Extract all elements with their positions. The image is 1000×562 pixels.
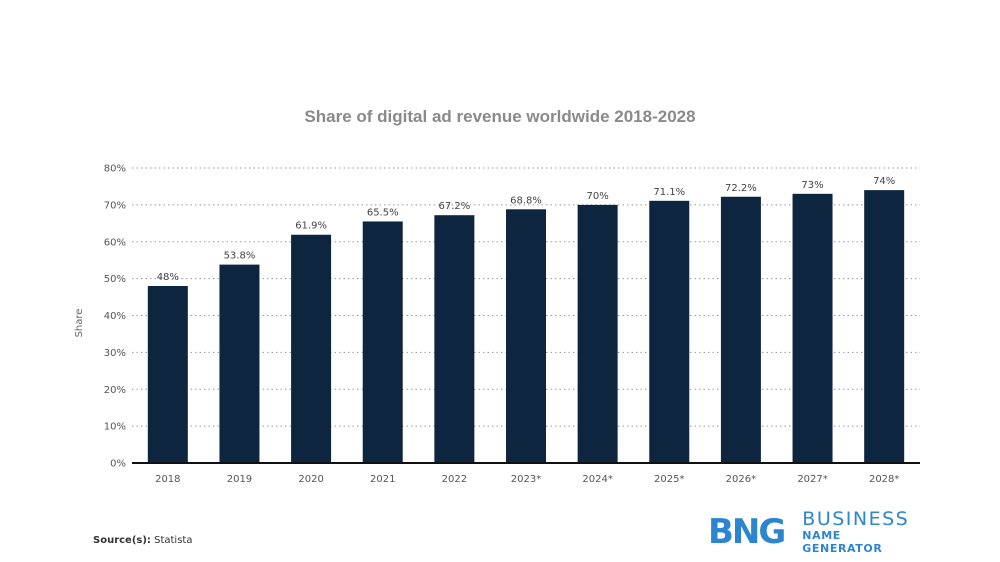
x-tick-label: 2022 xyxy=(442,474,467,485)
y-tick-label: 80% xyxy=(104,164,126,175)
data-label: 71.1% xyxy=(653,187,685,198)
y-tick-label: 30% xyxy=(104,348,126,359)
y-tick-label: 60% xyxy=(104,237,126,248)
y-tick-label: 70% xyxy=(104,200,126,211)
data-label: 72.2% xyxy=(725,183,757,194)
x-tick-label: 2028* xyxy=(869,474,899,485)
x-tick-label: 2027* xyxy=(797,474,827,485)
logo-wordmark: BUSINESS NAME GENERATOR xyxy=(802,509,909,555)
y-tick-label: 0% xyxy=(110,459,126,470)
y-tick-label: 20% xyxy=(104,385,126,396)
y-axis-label: Share xyxy=(74,309,85,338)
bar-2026-projected xyxy=(720,196,761,463)
logo-line-business: BUSINESS xyxy=(802,508,910,530)
y-tick-label: 50% xyxy=(104,274,126,285)
data-label: 65.5% xyxy=(367,207,399,218)
x-tick-label: 2026* xyxy=(726,474,756,485)
gridlines: 0% 10% 20% 30% 40% 50% 60% 70% 80% xyxy=(104,164,920,470)
y-tick-label: 10% xyxy=(104,422,126,433)
x-tick-label: 2021 xyxy=(370,474,395,485)
source-note: Source(s): Statista xyxy=(93,535,192,546)
data-label: 73% xyxy=(801,180,823,191)
x-tick-label: 2020 xyxy=(298,474,323,485)
data-label: 70% xyxy=(587,191,609,202)
bar-2027-projected xyxy=(792,193,833,463)
data-label: 48% xyxy=(157,272,179,283)
bar-2025-projected xyxy=(649,200,690,463)
data-label: 74% xyxy=(873,176,895,187)
bar-2023-projected xyxy=(506,209,546,463)
logo-line-name-generator: NAME GENERATOR xyxy=(802,529,883,555)
bar-2018 xyxy=(147,286,188,463)
bng-logo: BNG BUSINESS NAME GENERATOR xyxy=(708,509,909,555)
bar-2020 xyxy=(291,234,332,463)
data-labels: 48% 53.8% 61.9% 65.5% 67.2% 68.8% 70% 71.1% 72.2… xyxy=(157,176,896,283)
data-label: 53.8% xyxy=(224,251,256,262)
chart-title: Share of digital ad revenue worldwide 20… xyxy=(304,107,695,126)
x-tick-label: 2024* xyxy=(582,474,612,485)
y-tick-label: 40% xyxy=(104,311,126,322)
x-tick-label: 2025* xyxy=(654,474,684,485)
x-tick-label: 2018 xyxy=(155,474,180,485)
bar-2028-projected xyxy=(864,190,905,463)
bar-2022 xyxy=(434,215,475,463)
x-tick-label: 2019 xyxy=(227,474,252,485)
bars xyxy=(147,190,905,463)
bar-2024-projected xyxy=(577,204,618,463)
data-label: 61.9% xyxy=(295,221,327,232)
logo-mark: BNG xyxy=(708,512,786,552)
bar-2021 xyxy=(362,221,403,463)
bar-2019 xyxy=(219,264,260,463)
data-label: 68.8% xyxy=(510,195,542,206)
data-label: 67.2% xyxy=(438,201,470,212)
x-tick-label: 2023* xyxy=(511,474,541,485)
x-axis-ticks: 2018 2019 2020 2021 2022 2023* 2024* 2025* 2026*… xyxy=(155,474,899,485)
source-label: Source(s): xyxy=(93,535,151,546)
source-value: Statista xyxy=(150,535,193,546)
